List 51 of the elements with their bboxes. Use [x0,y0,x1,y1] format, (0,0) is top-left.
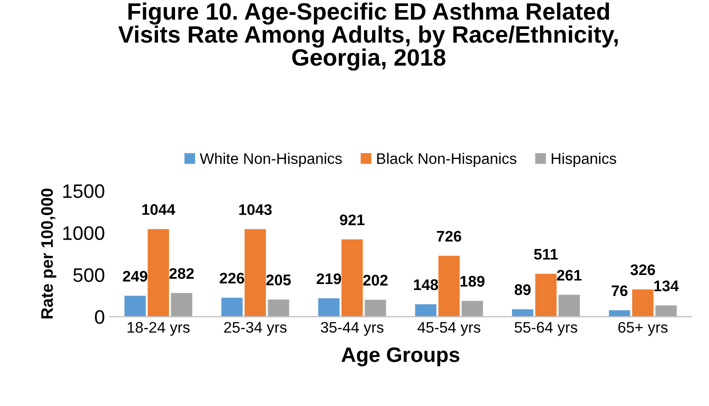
legend-label: White Non-Hispanics [200,152,342,167]
y-tick-label: 500 [73,268,104,282]
data-label: 76 [612,285,628,296]
bar [170,293,192,317]
bar [438,256,460,317]
data-label: 148 [414,279,438,290]
data-label: 134 [654,280,679,292]
data-label: 326 [630,264,656,276]
legend-label: Black Non-Hispanics [377,152,516,167]
data-label: 226 [220,272,244,284]
bar [558,294,580,317]
data-label: 1044 [142,204,176,215]
data-label: 261 [556,270,582,281]
data-label: 282 [169,268,194,279]
data-label: 249 [122,270,148,282]
y-axis-title: Rate per 100,000 [41,188,56,318]
data-label: 89 [514,284,531,296]
data-label: 189 [460,276,484,287]
chart-title: Figure 10. Age-Specific ED Asthma Related Visits Rate Among Adults, by Race/Ethnicity, Georgia, 2018 [118,2,618,71]
bar [632,289,654,317]
bar [415,304,436,317]
x-tick-label: 25-34 yrs [224,322,287,336]
bar [148,229,169,317]
x-tick-label: 65+ yrs [618,322,668,336]
bar [318,298,340,317]
y-tick-label: 1000 [63,226,104,240]
bar [512,309,534,317]
data-label: 1043 [239,204,272,216]
bar [341,239,363,317]
bar [268,299,290,317]
data-label: 205 [266,274,291,286]
bar [462,300,483,317]
x-tick-label: 45-54 yrs [418,322,480,336]
y-tick-label: 0 [94,310,104,324]
x-axis-title: Age Groups [341,347,460,366]
data-label: 511 [534,249,558,260]
data-label: 202 [363,274,388,286]
bar [221,298,243,317]
x-tick-label: 18-24 yrs [128,322,190,336]
bar [244,229,266,317]
bar [655,305,677,317]
data-label: 219 [316,273,342,284]
bar [124,296,146,317]
x-tick-label: 55-64 yrs [514,322,578,336]
data-label: 726 [436,230,462,242]
y-tick-label: 1500 [63,184,104,198]
bar [364,300,386,317]
data-label: 921 [340,214,364,226]
legend-label: Hispanics [552,152,616,167]
x-tick-label: 35-44 yrs [320,322,384,336]
bar [535,274,557,317]
